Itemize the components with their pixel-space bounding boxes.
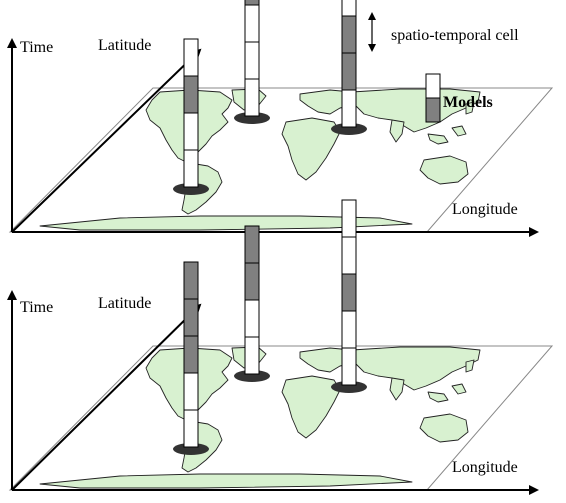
legend-models-label: Models xyxy=(443,94,493,111)
top-column-3 xyxy=(341,0,357,128)
bottom-column-1-cell-5 xyxy=(183,409,199,448)
bottom-column-1 xyxy=(183,261,199,448)
legend-cell-label: spatio-temporal cell xyxy=(391,27,519,44)
top-column-3-shadow xyxy=(331,123,367,135)
bottom-column-1-cell-2 xyxy=(183,298,199,337)
bottom-panel: Time Latitude Longitude xyxy=(6,199,553,495)
bottom-column-1-shadow xyxy=(173,443,209,455)
top-time-label: Time xyxy=(20,39,53,56)
top-latitude-axis xyxy=(11,48,202,233)
bottom-column-3-cell-1 xyxy=(341,199,357,238)
top-column-1-shadow xyxy=(173,183,209,195)
top-panel: Time Latitude Longitude spatio-temporal … xyxy=(6,0,553,237)
top-column-1-cell-4 xyxy=(183,149,199,188)
top-longitude-label: Longitude xyxy=(452,201,518,218)
legend-models-column xyxy=(425,73,441,123)
bottom-column-1-cell-3 xyxy=(183,335,199,374)
bottom-column-3-cell-2 xyxy=(341,236,357,275)
bottom-column-2-cell-2 xyxy=(244,262,260,301)
bottom-column-2 xyxy=(244,225,260,375)
bottom-latitude-label: Latitude xyxy=(98,295,151,312)
legend-models-column-cell-2 xyxy=(425,97,441,123)
bottom-column-1-cell-1 xyxy=(183,261,199,300)
bottom-time-label: Time xyxy=(20,299,53,316)
top-column-1-cell-1 xyxy=(183,38,199,77)
bottom-column-2-cell-4 xyxy=(244,336,260,375)
top-column-2 xyxy=(244,0,260,117)
bottom-longitude-label: Longitude xyxy=(452,459,518,476)
top-column-2-cell-1 xyxy=(244,0,260,6)
bottom-column-2-shadow xyxy=(234,370,270,382)
top-column-2-cell-4 xyxy=(244,78,260,117)
top-column-3-cell-3 xyxy=(341,52,357,91)
top-latitude-label: Latitude xyxy=(98,37,151,54)
top-column-3-cell-2 xyxy=(341,15,357,54)
top-column-2-shadow xyxy=(234,112,270,124)
top-column-1-cell-2 xyxy=(183,75,199,114)
bottom-column-2-cell-3 xyxy=(244,299,260,338)
bottom-latitude-axis xyxy=(11,303,202,491)
top-column-1-cell-3 xyxy=(183,112,199,151)
top-column-3-cell-1 xyxy=(341,0,357,17)
top-column-3-cell-4 xyxy=(341,89,357,128)
bottom-column-3-cell-3 xyxy=(341,273,357,312)
bottom-column-3-cell-4 xyxy=(341,310,357,349)
bottom-column-3-cell-5 xyxy=(341,347,357,386)
legend-models-column-cell-1 xyxy=(425,73,441,99)
bottom-column-3 xyxy=(341,199,357,386)
top-column-2-cell-2 xyxy=(244,4,260,43)
bottom-column-3-shadow xyxy=(331,381,367,393)
top-column-1 xyxy=(183,38,199,188)
top-column-2-cell-3 xyxy=(244,41,260,80)
bottom-column-2-cell-1 xyxy=(244,225,260,264)
bottom-column-1-cell-4 xyxy=(183,372,199,411)
